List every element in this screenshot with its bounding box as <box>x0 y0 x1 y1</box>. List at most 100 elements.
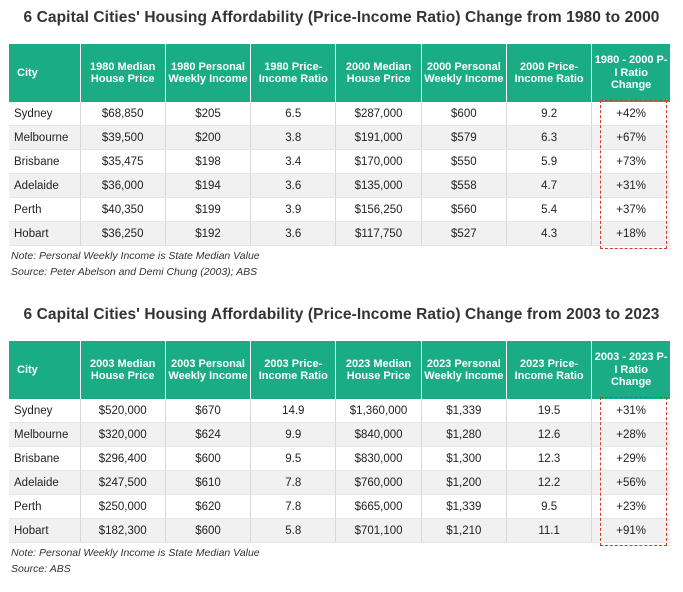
table-cell: $192 <box>165 221 252 246</box>
table1-header-cell: 2000 Personal Weekly Income <box>421 44 507 102</box>
table-cell: $156,250 <box>335 197 422 222</box>
table-cell: $36,000 <box>80 173 166 198</box>
table-cell: $670 <box>165 399 252 423</box>
table-cell: $68,850 <box>80 102 166 126</box>
city-cell: Sydney <box>9 102 81 126</box>
table-cell: $560 <box>421 197 507 222</box>
table-cell: 11.1 <box>506 518 593 543</box>
table-cell: +23% <box>591 494 670 519</box>
table-cell: +37% <box>591 197 670 222</box>
table-cell: $1,300 <box>421 446 507 471</box>
table2-note: Note: Personal Weekly Income is State Me… <box>11 547 260 559</box>
table-cell: $40,350 <box>80 197 166 222</box>
table1-header-row: City 1980 Median House Price 1980 Personal… <box>9 44 670 102</box>
table-cell: +73% <box>591 149 670 174</box>
table-cell: 6.3 <box>506 125 593 150</box>
table1-note: Note: Personal Weekly Income is State Me… <box>11 250 260 262</box>
table2-header-cell: 2023 Median House Price <box>335 341 422 399</box>
table-cell: +42% <box>591 102 670 126</box>
table-cell: +31% <box>591 173 670 198</box>
table-cell: $296,400 <box>80 446 166 471</box>
table-row: Hobart $182,300 $600 5.8 $701,100 $1,210 11.1 +… <box>9 518 670 543</box>
city-cell: Brisbane <box>9 149 81 174</box>
table-cell: +18% <box>591 221 670 246</box>
table1-source: Source: Peter Abelson and Demi Chung (20… <box>11 266 258 278</box>
table-cell: $250,000 <box>80 494 166 519</box>
table-cell: 5.4 <box>506 197 593 222</box>
table-cell: $558 <box>421 173 507 198</box>
table-cell: $200 <box>165 125 252 150</box>
city-cell: Melbourne <box>9 422 81 447</box>
table-cell: $205 <box>165 102 252 126</box>
table-cell: 9.2 <box>506 102 593 126</box>
table-cell: 12.2 <box>506 470 593 495</box>
table1-header-cell: 1980 Median House Price <box>80 44 166 102</box>
table-cell: $39,500 <box>80 125 166 150</box>
table-cell: $600 <box>165 518 252 543</box>
table2-title: 6 Capital Cities' Housing Affordability … <box>23 306 660 323</box>
table-row: Sydney $68,850 $205 6.5 $287,000 $600 9.2 +42% <box>9 102 670 126</box>
table-cell: 12.6 <box>506 422 593 447</box>
table-cell: 5.8 <box>250 518 337 543</box>
table2-header-cell: 2023 Personal Weekly Income <box>421 341 507 399</box>
table2-header-row: City 2003 Median House Price 2003 Personal… <box>9 341 670 399</box>
city-cell: Perth <box>9 494 81 519</box>
table-cell: $117,750 <box>335 221 422 246</box>
table-cell: $194 <box>165 173 252 198</box>
table-row: Sydney $520,000 $670 14.9 $1,360,000 $1,339 19… <box>9 399 670 423</box>
table1-notes: Note: Personal Weekly Income is State Me… <box>11 248 260 280</box>
table-cell: $610 <box>165 470 252 495</box>
table1-header-cell: 2000 Median House Price <box>335 44 422 102</box>
table-cell: $35,475 <box>80 149 166 174</box>
table-cell: $600 <box>165 446 252 471</box>
table-cell: $1,339 <box>421 399 507 423</box>
table-row: Melbourne $39,500 $200 3.8 $191,000 $579 6.3 +6… <box>9 125 670 150</box>
table1-title: 6 Capital Cities' Housing Affordability … <box>23 9 660 26</box>
table-cell: $620 <box>165 494 252 519</box>
table-cell: 12.3 <box>506 446 593 471</box>
table-cell: $36,250 <box>80 221 166 246</box>
table-cell: $1,210 <box>421 518 507 543</box>
table1-header-cell: 2000 Price-Income Ratio <box>506 44 593 102</box>
table-cell: $701,100 <box>335 518 422 543</box>
city-cell: Hobart <box>9 518 81 543</box>
table-cell: 9.9 <box>250 422 337 447</box>
table1-change-highlight <box>600 100 667 249</box>
city-cell: Adelaide <box>9 470 81 495</box>
table-cell: $527 <box>421 221 507 246</box>
table-cell: 4.3 <box>506 221 593 246</box>
table-cell: $579 <box>421 125 507 150</box>
table-cell: 3.6 <box>250 173 337 198</box>
table-cell: $199 <box>165 197 252 222</box>
table-cell: $182,300 <box>80 518 166 543</box>
table-cell: 9.5 <box>506 494 593 519</box>
table-row: Hobart $36,250 $192 3.6 $117,750 $527 4.3 +18% <box>9 221 670 246</box>
table-cell: 3.8 <box>250 125 337 150</box>
table-row: Brisbane $35,475 $198 3.4 $170,000 $550 5.9 +73… <box>9 149 670 174</box>
table-row: Brisbane $296,400 $600 9.5 $830,000 $1,300 12.… <box>9 446 670 471</box>
table-cell: $550 <box>421 149 507 174</box>
table1: City 1980 Median House Price 1980 Personal… <box>9 44 670 246</box>
table-cell: $1,360,000 <box>335 399 422 423</box>
table2-header-cell: 2003 Price-Income Ratio <box>250 341 337 399</box>
table2: City 2003 Median House Price 2003 Personal… <box>9 341 670 543</box>
table-cell: 5.9 <box>506 149 593 174</box>
table-cell: $624 <box>165 422 252 447</box>
table-cell: 19.5 <box>506 399 593 423</box>
table-cell: $170,000 <box>335 149 422 174</box>
table-cell: 3.4 <box>250 149 337 174</box>
table-cell: $135,000 <box>335 173 422 198</box>
table-row: Perth $250,000 $620 7.8 $665,000 $1,339 9.5 +23… <box>9 494 670 519</box>
table2-header-cell: City <box>9 341 81 399</box>
table-cell: 6.5 <box>250 102 337 126</box>
table-cell: $247,500 <box>80 470 166 495</box>
table-cell: 7.8 <box>250 470 337 495</box>
table1-header-cell: City <box>9 44 81 102</box>
table-cell: +28% <box>591 422 670 447</box>
table-row: Melbourne $320,000 $624 9.9 $840,000 $1,280 12… <box>9 422 670 447</box>
table-cell: $198 <box>165 149 252 174</box>
table1-header-cell: 1980 - 2000 P-I Ratio Change <box>591 44 670 102</box>
table-cell: $1,280 <box>421 422 507 447</box>
table2-body: Sydney $520,000 $670 14.9 $1,360,000 $1,339 19… <box>9 399 670 543</box>
